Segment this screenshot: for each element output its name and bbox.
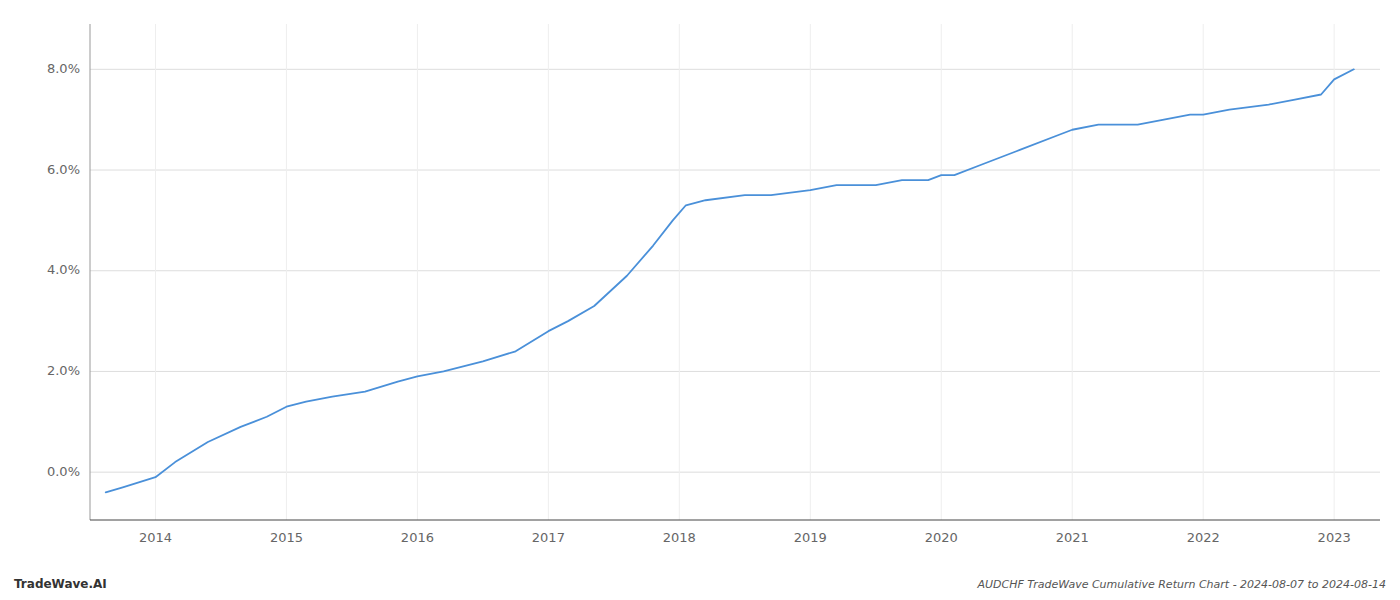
chart: 0.0% 2.0% 4.0% 6.0% 8.0% 2014 2015 2016 2017 2018…	[0, 0, 1400, 600]
y-tick-label: 6.0%	[47, 162, 80, 177]
x-tick-label: 2021	[1056, 530, 1089, 545]
x-tick-label: 2019	[794, 530, 827, 545]
x-grid-line	[286, 24, 287, 520]
y-grid-line	[90, 371, 1380, 372]
x-tick-label: 2022	[1187, 530, 1220, 545]
y-grid-line	[90, 170, 1380, 171]
x-tick-label: 2016	[401, 530, 434, 545]
x-tick-label: 2014	[139, 530, 172, 545]
x-grid-line	[417, 24, 418, 520]
x-grid-line	[679, 24, 680, 520]
title: AUDCHF TradeWave Cumulative Return Chart…	[976, 578, 1386, 591]
y-tick-label: 0.0%	[47, 464, 80, 479]
y-tick-label: 2.0%	[47, 363, 80, 378]
x-tick-label: 2020	[925, 530, 958, 545]
axes: 0.0% 2.0% 4.0% 6.0% 8.0% 2014 2015 2016 2017 2018…	[47, 24, 1380, 545]
line	[106, 69, 1354, 492]
watermark: TradeWave.AI	[14, 577, 107, 591]
x-grid-line	[1072, 24, 1073, 520]
y-axis-line	[90, 24, 91, 520]
y-grid-line	[90, 270, 1380, 271]
x-grid-line	[1334, 24, 1335, 520]
x-tick-label: 2023	[1318, 530, 1351, 545]
x-axis-line	[90, 520, 1380, 521]
x-tick-label: 2017	[532, 530, 565, 545]
x-grid-line	[941, 24, 942, 520]
x-grid-line	[548, 24, 549, 520]
plot-area	[106, 69, 1354, 492]
y-grid-line	[90, 472, 1380, 473]
y-tick-label: 4.0%	[47, 262, 80, 277]
x-grid-line	[810, 24, 811, 520]
grid	[90, 24, 1380, 520]
x-tick-label: 2018	[663, 530, 696, 545]
y-tick-label: 8.0%	[47, 61, 80, 76]
y-grid-line	[90, 69, 1380, 70]
x-tick-label: 2015	[270, 530, 303, 545]
x-grid-line	[1203, 24, 1204, 520]
x-grid-line	[155, 24, 156, 520]
